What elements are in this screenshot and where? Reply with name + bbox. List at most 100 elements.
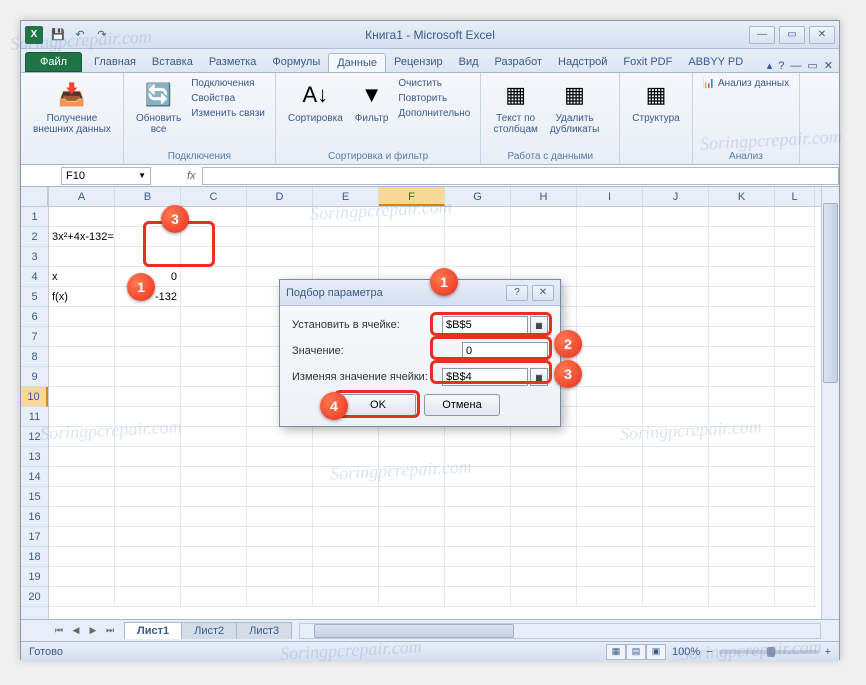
row-header[interactable]: 13 [21, 447, 48, 467]
cell[interactable] [643, 407, 709, 427]
cell[interactable] [115, 567, 181, 587]
cell[interactable] [643, 587, 709, 607]
cell[interactable] [115, 347, 181, 367]
tab-foxit pdf[interactable]: Foxit PDF [615, 53, 680, 72]
cell[interactable] [775, 307, 815, 327]
cell[interactable] [49, 387, 115, 407]
cell[interactable] [379, 207, 445, 227]
cell[interactable] [115, 507, 181, 527]
select-all-corner[interactable] [21, 187, 48, 207]
cell[interactable] [445, 247, 511, 267]
cell[interactable] [247, 547, 313, 567]
cell[interactable] [181, 207, 247, 227]
sheet-tab[interactable]: Лист2 [181, 622, 237, 639]
cell[interactable] [709, 227, 775, 247]
col-header[interactable]: H [511, 187, 577, 206]
cell[interactable] [511, 467, 577, 487]
cell[interactable] [577, 347, 643, 367]
cell[interactable] [379, 427, 445, 447]
tab-надстрой[interactable]: Надстрой [550, 53, 615, 72]
cell[interactable] [181, 347, 247, 367]
cell[interactable] [247, 247, 313, 267]
row-header[interactable]: 12 [21, 427, 48, 447]
cell[interactable] [775, 327, 815, 347]
cell[interactable] [775, 227, 815, 247]
cell[interactable] [379, 447, 445, 467]
sheet-nav-button[interactable]: ▶ [85, 623, 101, 639]
dialog-input[interactable] [442, 316, 528, 334]
cell[interactable] [577, 587, 643, 607]
cell[interactable] [577, 547, 643, 567]
cell[interactable] [511, 427, 577, 447]
ribbon-small-button[interactable]: 📊 Анализ данных [701, 77, 791, 90]
col-header[interactable]: E [313, 187, 379, 206]
cell[interactable] [709, 367, 775, 387]
fx-icon[interactable]: fx [181, 170, 202, 182]
cell[interactable] [313, 467, 379, 487]
cell[interactable] [709, 547, 775, 567]
ribbon-small-button[interactable]: Дополнительно [396, 107, 472, 120]
cell[interactable] [577, 487, 643, 507]
row-header[interactable]: 7 [21, 327, 48, 347]
hscroll-thumb[interactable] [314, 624, 514, 638]
row-header[interactable]: 16 [21, 507, 48, 527]
cell[interactable] [709, 447, 775, 467]
zoom-slider[interactable] [719, 650, 819, 654]
cell[interactable] [247, 227, 313, 247]
cell[interactable] [511, 487, 577, 507]
cell[interactable] [247, 447, 313, 467]
cell[interactable] [643, 367, 709, 387]
cell[interactable] [775, 567, 815, 587]
row-header[interactable]: 6 [21, 307, 48, 327]
cell[interactable] [115, 427, 181, 447]
col-header[interactable]: C [181, 187, 247, 206]
cell[interactable] [577, 567, 643, 587]
cell[interactable] [181, 587, 247, 607]
cell[interactable] [709, 467, 775, 487]
row-header[interactable]: 14 [21, 467, 48, 487]
cell[interactable] [115, 307, 181, 327]
row-header[interactable]: 1 [21, 207, 48, 227]
ribbon-button[interactable]: ▦Текст постолбцам [489, 77, 542, 137]
row-header[interactable]: 19 [21, 567, 48, 587]
row-header[interactable]: 2 [21, 227, 48, 247]
doc-close-icon[interactable]: ✕ [824, 59, 833, 72]
cell[interactable] [49, 247, 115, 267]
ribbon-button[interactable]: ▦Удалитьдубликаты [546, 77, 603, 137]
cell[interactable] [247, 207, 313, 227]
cell[interactable] [445, 227, 511, 247]
ribbon-button[interactable]: A↓Сортировка [284, 77, 347, 126]
cell[interactable] [643, 207, 709, 227]
ribbon-small-button[interactable]: Очистить [396, 77, 472, 90]
cell[interactable] [643, 447, 709, 467]
cell[interactable] [247, 527, 313, 547]
cell[interactable] [115, 547, 181, 567]
cell[interactable] [247, 507, 313, 527]
cell[interactable] [313, 447, 379, 467]
cell[interactable] [775, 507, 815, 527]
cell[interactable] [511, 547, 577, 567]
cell[interactable] [445, 427, 511, 447]
cell[interactable] [379, 547, 445, 567]
cell[interactable] [181, 327, 247, 347]
cell[interactable] [115, 407, 181, 427]
cell[interactable] [49, 567, 115, 587]
cell[interactable] [181, 367, 247, 387]
name-box-dropdown-icon[interactable]: ▼ [138, 171, 146, 180]
cell[interactable] [709, 207, 775, 227]
cell[interactable] [181, 387, 247, 407]
cell[interactable] [379, 467, 445, 487]
cell[interactable] [49, 367, 115, 387]
cell[interactable] [115, 587, 181, 607]
cell[interactable]: x [49, 267, 115, 287]
col-header[interactable]: L [775, 187, 815, 206]
cell[interactable] [49, 547, 115, 567]
view-pagebreak-button[interactable]: ▣ [646, 644, 666, 660]
cell[interactable] [511, 507, 577, 527]
cell[interactable] [775, 367, 815, 387]
tab-разработ[interactable]: Разработ [487, 53, 550, 72]
tab-разметка[interactable]: Разметка [201, 53, 265, 72]
ribbon-small-button[interactable]: Изменить связи [189, 107, 267, 120]
cell[interactable]: 3x²+4x-132=0 [49, 227, 115, 247]
cell[interactable]: f(x) [49, 287, 115, 307]
